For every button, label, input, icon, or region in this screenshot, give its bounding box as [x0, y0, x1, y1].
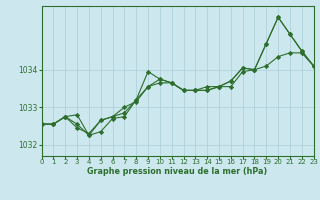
X-axis label: Graphe pression niveau de la mer (hPa): Graphe pression niveau de la mer (hPa) — [87, 167, 268, 176]
